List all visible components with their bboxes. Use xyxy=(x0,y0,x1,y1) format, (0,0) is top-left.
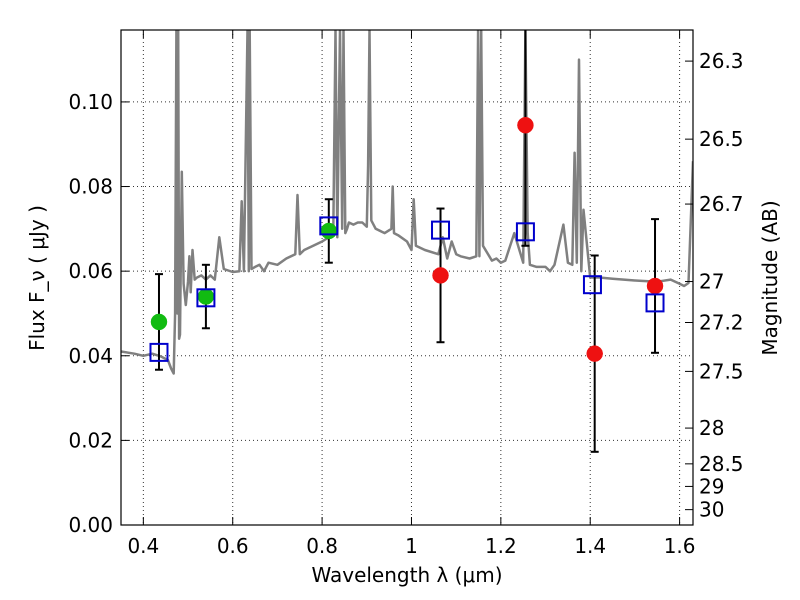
mag-tick-label: 28 xyxy=(699,416,724,440)
mag-tick-label: 26.3 xyxy=(699,49,744,73)
y-tick-label: 0.04 xyxy=(68,344,113,368)
model-square xyxy=(319,216,339,236)
data-point xyxy=(517,116,534,134)
y-axis-title: Flux F_ν ( μJy ) xyxy=(25,205,49,351)
data-point xyxy=(150,313,168,331)
model-square xyxy=(645,293,665,313)
x-tick-label: 0.4 xyxy=(127,534,159,558)
data-point xyxy=(320,222,338,240)
mag-tick-label: 27 xyxy=(699,270,724,294)
y-tick-label: 0.10 xyxy=(68,90,113,114)
model-square xyxy=(431,220,451,240)
x-tick-label: 1.2 xyxy=(485,534,517,558)
x-tick-label: 0.6 xyxy=(217,534,249,558)
mag-tick-label: 29 xyxy=(699,474,724,498)
marker-layer xyxy=(149,116,665,362)
x-tick-label: 0.8 xyxy=(306,534,338,558)
y-tick-label: 0.00 xyxy=(68,513,113,537)
mag-tick-label: 28.5 xyxy=(699,452,744,476)
model-square xyxy=(582,275,602,295)
y-tick-label: 0.02 xyxy=(68,428,113,452)
data-point xyxy=(432,267,449,284)
y-tick-label: 0.06 xyxy=(68,259,113,283)
x-axis-title: Wavelength λ (μm) xyxy=(311,563,502,587)
mag-tick-label: 26.7 xyxy=(699,192,744,216)
data-point xyxy=(197,288,215,305)
x-tick-label: 1.4 xyxy=(574,534,606,558)
x-tick-label: 1.6 xyxy=(664,534,696,558)
axis-ticks xyxy=(121,30,693,526)
axis-tick-labels: 0.4 0.6 0.8 1 1.2 1.4 1.6 0.00 0.02 0.04 0.06 0.08 0… xyxy=(68,49,743,558)
model-square xyxy=(196,288,216,308)
mag-tick-label: 30 xyxy=(699,498,724,522)
mag-tick-label: 27.5 xyxy=(699,359,744,383)
data-point xyxy=(646,277,664,295)
x-tick-label: 1 xyxy=(405,534,418,558)
plot-frame xyxy=(120,29,694,526)
spectrum-layer xyxy=(121,30,693,375)
mag-tick-label: 26.5 xyxy=(699,127,744,151)
spectrum-line xyxy=(121,30,693,375)
y-axis-right-title: Magnitude (AB) xyxy=(758,200,782,355)
data-point xyxy=(586,345,603,362)
mag-tick-label: 27.2 xyxy=(699,311,744,335)
y-tick-label: 0.08 xyxy=(68,175,113,199)
model-square xyxy=(149,342,169,362)
model-square xyxy=(515,222,535,242)
